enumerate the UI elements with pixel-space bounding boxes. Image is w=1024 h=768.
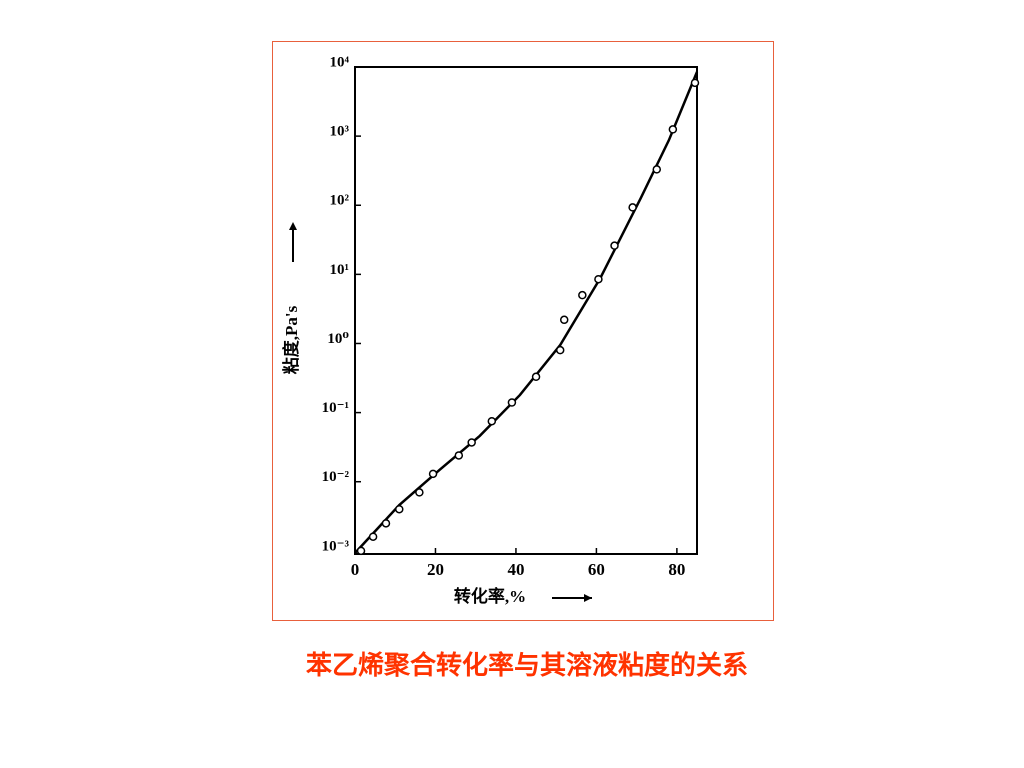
caption: 苯乙烯聚合转化率与其溶液粘度的关系 <box>305 650 748 680</box>
y-tick-label: 10⁻¹ <box>322 400 349 416</box>
y-tick-label: 10³ <box>330 124 350 140</box>
data-point <box>368 532 378 541</box>
y-tick-label: 10⁴ <box>330 54 350 70</box>
y-axis-label: 粘度,Pa's <box>281 305 301 374</box>
data-point <box>395 504 404 514</box>
y-tick-label: 10⁰ <box>327 331 349 347</box>
data-point <box>487 416 497 426</box>
data-point <box>652 165 662 174</box>
data-point <box>668 125 678 134</box>
plot-frame <box>354 66 698 555</box>
data-point <box>559 315 569 325</box>
x-tick-label: 0 <box>351 560 360 579</box>
data-point <box>628 203 637 212</box>
x-tick-label: 40 <box>507 560 524 579</box>
y-tick-label: 10² <box>330 193 350 209</box>
y-arrow-head <box>289 222 297 230</box>
data-point <box>415 488 424 497</box>
data-point <box>507 398 517 407</box>
y-tick-label: 10⁻² <box>322 469 350 485</box>
x-axis-label: 转化率,% <box>454 586 526 606</box>
data-point <box>381 519 391 528</box>
data-point <box>356 546 366 556</box>
x-tick-label: 80 <box>668 560 685 579</box>
data-point <box>467 438 476 447</box>
y-tick-label: 10⁻³ <box>322 538 350 554</box>
x-arrow-head <box>584 594 592 602</box>
data-point <box>610 241 619 250</box>
data-point <box>594 274 603 284</box>
data-point <box>690 78 700 88</box>
y-tick-label: 10¹ <box>330 262 350 278</box>
data-point <box>428 469 438 479</box>
data-point <box>578 290 587 300</box>
data-point <box>555 345 565 355</box>
data-point <box>531 372 541 382</box>
x-tick-label: 60 <box>588 560 605 579</box>
x-tick-label: 20 <box>427 560 444 579</box>
data-point <box>454 451 464 460</box>
